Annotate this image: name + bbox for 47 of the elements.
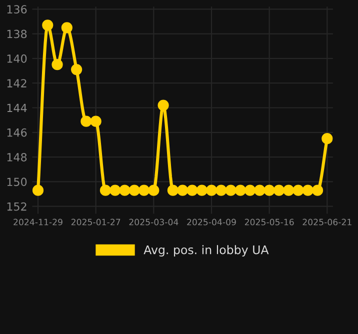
x-tick-label: 2025-03-04 <box>129 218 178 226</box>
point <box>71 64 82 76</box>
point <box>244 184 256 196</box>
point <box>110 184 121 196</box>
point <box>128 184 140 196</box>
point <box>80 116 92 127</box>
point <box>119 184 130 196</box>
y-tick-label: 150 <box>7 178 27 186</box>
point <box>302 184 314 196</box>
point <box>225 184 236 196</box>
point <box>32 184 44 196</box>
point <box>264 184 275 196</box>
point <box>273 184 285 196</box>
y-tick-label: 142 <box>7 79 26 88</box>
point <box>138 184 150 196</box>
point <box>283 184 294 196</box>
point <box>61 22 72 34</box>
point <box>234 184 246 196</box>
y-tick-label: 144 <box>7 104 27 112</box>
point <box>52 59 63 70</box>
point <box>312 184 324 196</box>
point <box>254 184 266 196</box>
x-tick-label: 2025-04-09 <box>187 218 236 226</box>
point <box>196 184 208 196</box>
point <box>100 184 112 196</box>
legend-label: Avg. pos. in lobby UA <box>144 245 269 257</box>
point <box>322 133 333 144</box>
point <box>206 184 218 196</box>
point <box>177 184 188 196</box>
y-tick-label: 136 <box>7 5 27 14</box>
point <box>90 116 102 127</box>
point <box>186 184 198 196</box>
point <box>216 184 227 196</box>
x-tick-label: 2024-11-29 <box>14 218 62 226</box>
y-tick-label: 138 <box>7 30 27 38</box>
point <box>148 184 160 196</box>
x-tick-label: 2025-01-27 <box>71 218 120 226</box>
point <box>292 184 304 196</box>
point <box>158 100 169 111</box>
y-tick-label: 148 <box>7 153 27 162</box>
y-tick-label: 146 <box>7 128 27 137</box>
point <box>167 184 178 196</box>
y-tick-label: 152 <box>7 202 26 211</box>
point <box>42 20 54 31</box>
x-tick-label: 2025-06-21 <box>302 218 352 226</box>
x-tick-label: 2025-05-16 <box>244 218 294 226</box>
y-tick-label: 140 <box>7 54 27 63</box>
